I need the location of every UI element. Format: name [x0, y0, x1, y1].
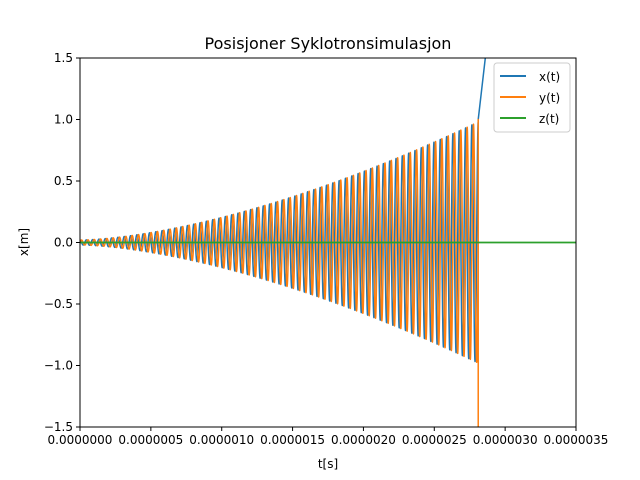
- x-tick-label: 0.0000000: [48, 433, 113, 447]
- chart-title: Posisjoner Syklotronsimulasjon: [205, 34, 452, 53]
- x-tick-label: 0.0000020: [331, 433, 396, 447]
- y-axis-label: x[m]: [17, 228, 31, 256]
- y-tick-label: −0.5: [44, 297, 73, 311]
- legend-label-z: z(t): [539, 112, 559, 126]
- y-tick-label: 0.0: [54, 236, 73, 250]
- x-tick-label: 0.0000010: [189, 433, 254, 447]
- series-x-line: [80, 58, 487, 363]
- legend: x(t) y(t) z(t): [493, 62, 571, 133]
- series-layer: [80, 58, 576, 427]
- x-axis: 0.0000000 0.0000005 0.0000010 0.0000015 0.00…: [48, 427, 609, 447]
- x-tick-label: 0.0000035: [544, 433, 609, 447]
- x-tick-label: 0.0000005: [118, 433, 183, 447]
- y-tick-label: −1.5: [44, 420, 73, 434]
- legend-label-x: x(t): [539, 70, 560, 84]
- y-tick-label: 0.5: [54, 174, 73, 188]
- y-tick-label: 1.0: [54, 113, 73, 127]
- y-tick-label: 1.5: [54, 51, 73, 65]
- legend-label-y: y(t): [539, 91, 560, 105]
- y-axis: −1.5 −1.0 −0.5 0.0 0.5 1.0 1.5: [44, 51, 80, 434]
- legend-box: [493, 62, 571, 133]
- x-tick-label: 0.0000015: [260, 433, 325, 447]
- y-tick-label: −1.0: [44, 359, 73, 373]
- x-axis-label: t[s]: [318, 457, 338, 471]
- x-tick-label: 0.0000030: [473, 433, 538, 447]
- x-tick-label: 0.0000025: [402, 433, 467, 447]
